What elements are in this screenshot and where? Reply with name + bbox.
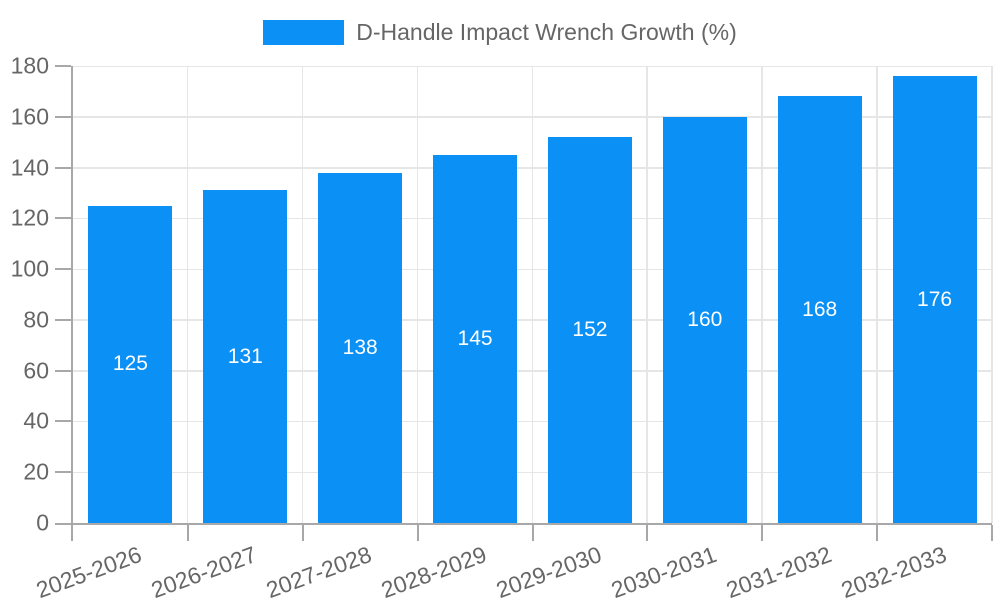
bar-value-label: 125 <box>112 352 148 376</box>
y-axis-tick-label: 160 <box>10 103 49 130</box>
gridline <box>646 66 648 523</box>
y-axis-tick-label: 140 <box>10 154 49 181</box>
gridline <box>301 66 304 523</box>
gridline <box>531 66 533 523</box>
bar-value-label: 145 <box>457 326 493 350</box>
x-axis-tick-label: 2025-2026 <box>33 541 146 600</box>
bar[interactable] <box>662 116 747 523</box>
x-axis-tick <box>991 525 993 541</box>
y-axis-tick <box>55 318 71 321</box>
x-axis-tick <box>646 525 649 541</box>
y-axis-tick <box>55 268 71 271</box>
x-axis-tick <box>71 525 73 541</box>
bar-value-label: 176 <box>917 287 953 311</box>
x-axis-tick <box>761 525 764 541</box>
y-axis-tick-label: 80 <box>23 306 49 333</box>
gridline <box>991 66 993 523</box>
bar-value-label: 160 <box>687 307 723 331</box>
x-axis-tick <box>186 525 189 541</box>
x-axis-tick-label: 2032-2033 <box>837 541 950 600</box>
bar[interactable] <box>318 172 403 523</box>
y-axis-tick-label: 20 <box>23 458 49 485</box>
x-axis-tick <box>531 525 534 541</box>
gridline <box>186 66 189 523</box>
bar-value-label: 168 <box>802 297 838 321</box>
x-axis-tick-label: 2027-2028 <box>262 541 376 600</box>
bar-value-label: 138 <box>342 335 378 359</box>
y-axis-tick <box>55 65 71 67</box>
y-axis-tick-label: 40 <box>23 407 49 434</box>
y-axis-tick <box>55 369 71 372</box>
plot-area: 125 131 138 145 152 160 168 176 <box>55 65 993 541</box>
x-axis-tick <box>416 525 419 541</box>
x-axis-tick <box>301 525 304 541</box>
gridline <box>761 66 763 523</box>
legend-item[interactable]: D-Handle Impact Wrench Growth (%) <box>0 19 1000 46</box>
y-axis-tick <box>55 523 71 525</box>
y-axis-tick-label: 180 <box>10 52 49 79</box>
legend-swatch-icon <box>263 20 345 45</box>
y-axis-tick-label: 100 <box>10 255 49 282</box>
bar[interactable] <box>547 137 632 523</box>
bar-value-label: 152 <box>572 318 608 342</box>
x-axis-tick <box>876 525 879 541</box>
bar[interactable] <box>88 205 173 523</box>
legend-label: D-Handle Impact Wrench Growth (%) <box>356 19 737 45</box>
y-axis-tick <box>55 420 71 423</box>
y-axis-tick-label: 60 <box>23 357 49 384</box>
x-axis-tick-label: 2029-2030 <box>492 541 605 600</box>
y-axis-tick-label: 120 <box>10 204 49 231</box>
gridline <box>876 66 878 523</box>
gridline <box>416 66 419 523</box>
y-axis-tick <box>55 471 71 474</box>
bar[interactable] <box>203 190 288 523</box>
x-axis-tick-label: 2026-2027 <box>147 541 261 600</box>
bar[interactable] <box>433 154 518 523</box>
bar-value-label: 131 <box>227 344 263 368</box>
bar[interactable] <box>892 76 977 523</box>
bar[interactable] <box>777 96 862 523</box>
y-axis-tick <box>55 217 71 220</box>
x-axis-tick-label: 2028-2029 <box>377 541 490 600</box>
y-axis-tick <box>55 115 71 118</box>
x-axis-tick-label: 2031-2032 <box>722 541 835 600</box>
y-axis-tick-label: 0 <box>36 509 49 536</box>
y-axis-tick <box>55 166 71 169</box>
x-axis-tick-label: 2030-2031 <box>607 541 720 600</box>
